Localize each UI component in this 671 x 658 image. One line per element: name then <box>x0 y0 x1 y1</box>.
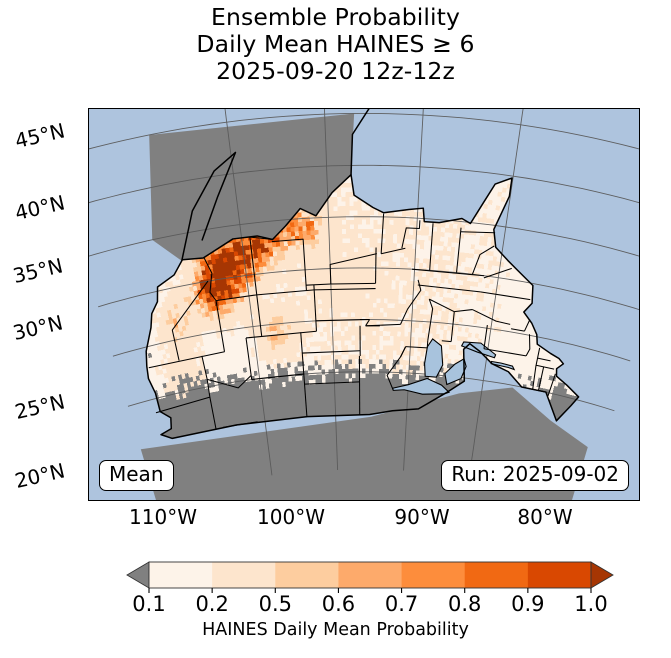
lon-tick-100w: 100°W <box>257 505 325 529</box>
map-panel[interactable]: Mean Run: 2025-09-02 <box>88 108 640 501</box>
colorbar-tick-0-6: 0.6 <box>321 592 356 616</box>
colorbar-tick-0-8: 0.8 <box>448 592 482 616</box>
map-canvas <box>89 109 639 500</box>
colorbar-swatches[interactable] <box>0 556 671 596</box>
colorbar-tick-1-0: 1.0 <box>574 592 608 616</box>
title-line-2: Daily Mean HAINES ≥ 6 <box>196 30 475 58</box>
colorbar-tick-0-1: 0.1 <box>132 592 166 616</box>
title-line-3: 2025-09-20 12z-12z <box>216 57 455 85</box>
lat-tick-25n: 25°N <box>12 389 68 425</box>
lon-tick-110w: 110°W <box>129 505 197 529</box>
figure-title: Ensemble Probability Daily Mean HAINES ≥… <box>0 4 671 85</box>
lat-tick-30n: 30°N <box>10 310 66 346</box>
colorbar-tick-0-9: 0.9 <box>511 592 545 616</box>
lat-tick-35n: 35°N <box>10 253 66 289</box>
map-label-run[interactable]: Run: 2025-09-02 <box>441 460 629 491</box>
lat-tick-45n: 45°N <box>12 118 68 154</box>
lat-tick-40n: 40°N <box>12 190 68 226</box>
map-label-mean[interactable]: Mean <box>99 460 174 491</box>
colorbar-tick-0-2: 0.2 <box>195 592 229 616</box>
colorbar-tick-0-7: 0.7 <box>384 592 419 616</box>
colorbar-tick-0-5: 0.5 <box>258 592 292 616</box>
colorbar-region: 0.1 0.2 0.5 0.6 0.7 0.8 0.9 1.0 HAINES Daily Me… <box>0 556 671 658</box>
great-lakes <box>391 338 516 395</box>
coastline-and-national-borders <box>145 109 580 440</box>
colorbar-axis-label: HAINES Daily Mean Probability <box>202 620 469 640</box>
colorbar-tick-labels: 0.1 0.2 0.5 0.6 0.7 0.8 0.9 1.0 <box>0 592 671 620</box>
graticule-gridlines <box>89 109 639 478</box>
lat-tick-20n: 20°N <box>12 458 68 494</box>
lon-tick-90w: 90°W <box>394 505 450 529</box>
title-line-1: Ensemble Probability <box>211 3 460 31</box>
lon-tick-80w: 80°W <box>517 505 573 529</box>
